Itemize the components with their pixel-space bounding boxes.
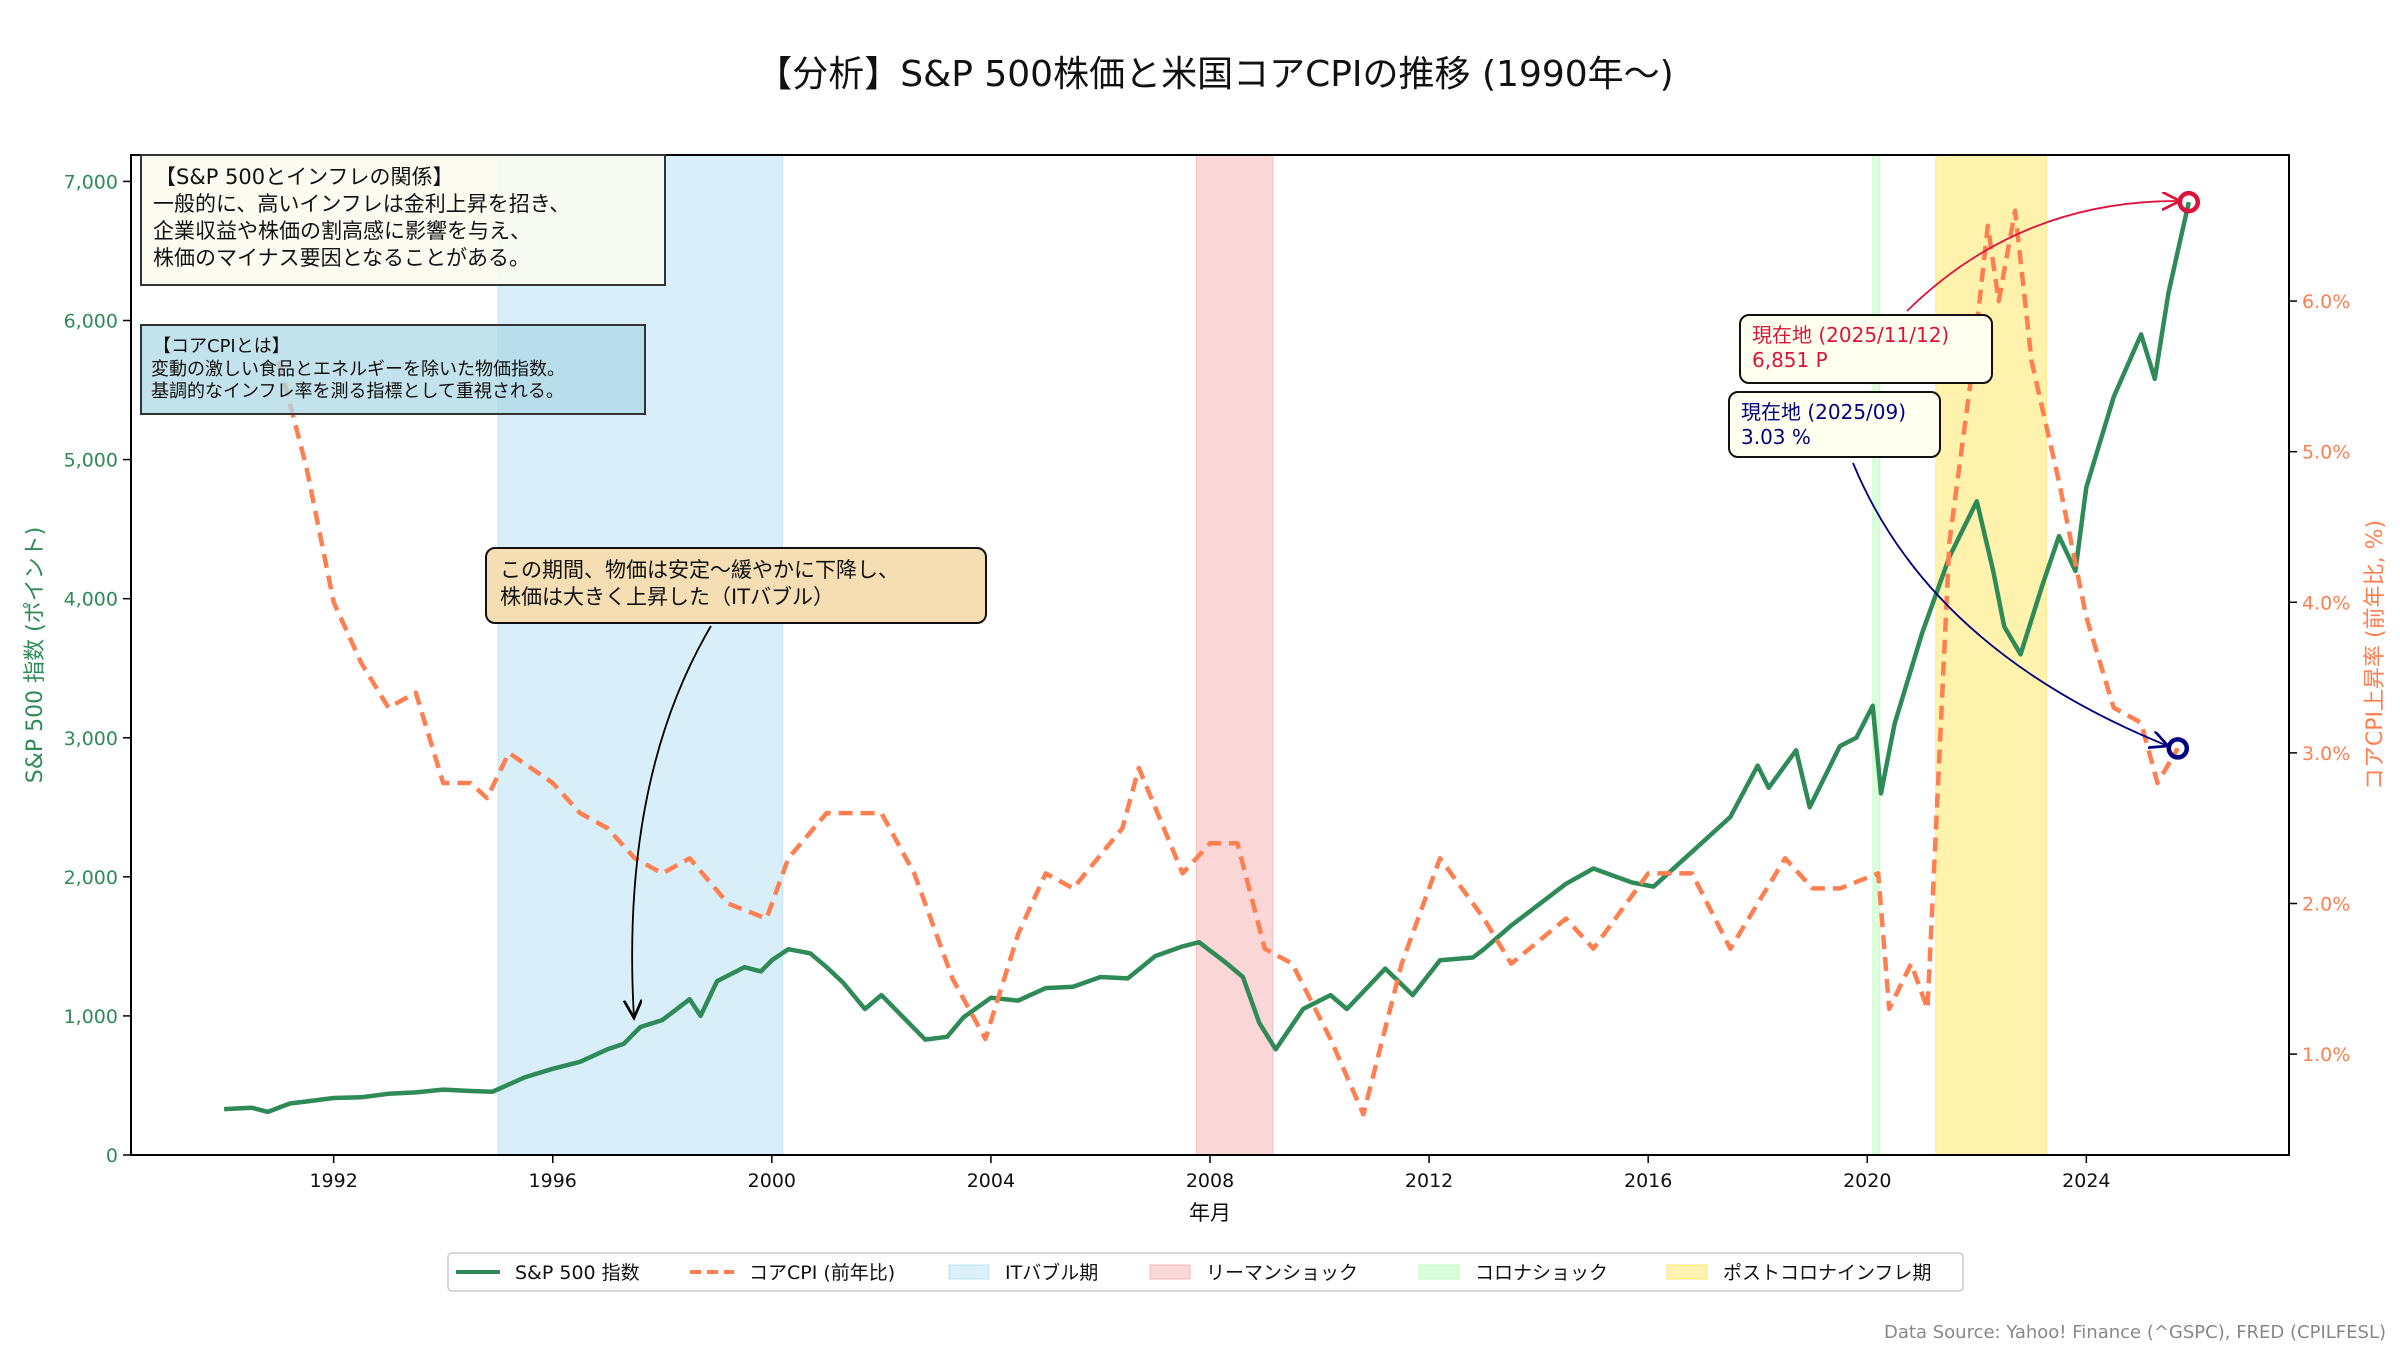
y-right-tick-label: 2.0% [2302, 893, 2350, 915]
sp-current-note-line: 現在地 (2025/11/12) [1752, 323, 1949, 347]
x-tick-label: 2012 [1405, 1170, 1453, 1192]
cpi-current-note: 現在地 (2025/09) 3.03 % [1728, 391, 2168, 746]
core-cpi-note: 【コアCPIとは】 変動の激しい食品とエネルギーを除いた物価指数。 基調的なイン… [140, 324, 646, 415]
cpi-current-note-line: 現在地 (2025/09) [1741, 400, 1906, 424]
y-left-tick-label: 1,000 [64, 1006, 118, 1028]
y-axis-right-label: コアCPI上昇率 (前年比, %) [2363, 520, 2388, 790]
y-right-tick-label: 6.0% [2302, 291, 2350, 313]
cpi-current-note-line: 3.03 % [1741, 425, 1811, 449]
legend-label: S&P 500 指数 [515, 1262, 640, 1284]
y-left-tick-label: 7,000 [64, 171, 118, 193]
y-left-tick-label: 0 [106, 1145, 118, 1167]
x-axis-label: 年月 [1189, 1201, 1231, 1225]
chart-title: 【分析】S&P 500株価と米国コアCPIの推移 (1990年〜) [756, 54, 1673, 95]
core-cpi-note-line: 変動の激しい食品とエネルギーを除いた物価指数。 [151, 359, 565, 380]
relation-note-line: 株価のマイナス要因となることがある。 [153, 246, 530, 270]
x-axis: 1992 1996 2000 2004 2008 2012 2016 2020 2024 [309, 1155, 2111, 1192]
legend: S&P 500 指数 コアCPI (前年比) ITバブル期 リーマンショック コ… [447, 1252, 1964, 1292]
it-period-note: この期間、物価は安定〜緩やかに下降し、 株価は大きく上昇した（ITバブル） [485, 547, 987, 1018]
y-left-tick-label: 5,000 [64, 450, 118, 472]
it-period-arrow [632, 625, 712, 1018]
y-axis-left: 0 1,000 2,000 3,000 4,000 5,000 6,000 7,000 [64, 171, 131, 1167]
cpi-current-arrow [1852, 462, 2168, 746]
legend-label: コアCPI (前年比) [749, 1262, 895, 1284]
series-lines [223, 201, 2191, 1117]
x-tick-label: 1992 [309, 1170, 357, 1192]
x-tick-label: 2008 [1186, 1170, 1234, 1192]
legend-swatch-covid [1418, 1264, 1460, 1280]
legend-label: ITバブル期 [1005, 1261, 1098, 1284]
x-tick-label: 2004 [967, 1170, 1015, 1192]
shaded-periods [497, 155, 2047, 1155]
shade-covid-shock [1872, 155, 1881, 1155]
shade-it-bubble [497, 155, 784, 1155]
y-left-tick-label: 6,000 [64, 311, 118, 333]
y-left-tick-label: 2,000 [64, 867, 118, 889]
legend-label: コロナショック [1475, 1262, 1608, 1284]
y-left-tick-label: 3,000 [64, 728, 118, 750]
core-cpi-note-line: 基調的なインフレ率を測る指標として重視される。 [151, 381, 564, 402]
y-right-tick-label: 5.0% [2302, 442, 2350, 464]
sp-current-arrow [1906, 201, 2180, 312]
x-tick-label: 2000 [748, 1170, 796, 1192]
cpi-current-marker [2166, 737, 2190, 760]
x-tick-label: 2016 [1624, 1170, 1672, 1192]
sp-current-note-line: 6,851 P [1752, 348, 1828, 372]
sp-current-marker [2177, 190, 2201, 214]
shade-post-covid-inflation [1935, 155, 2047, 1155]
core-cpi-line [276, 208, 2180, 1117]
legend-swatch-it [948, 1264, 990, 1280]
x-tick-label: 2024 [2062, 1170, 2110, 1192]
sp-current-note: 現在地 (2025/11/12) 6,851 P [1739, 201, 2180, 384]
relation-note-line: 企業収益や株価の割高感に影響を与え、 [153, 219, 531, 243]
relation-note: 【S&P 500とインフレの関係】 一般的に、高いインフレは金利上昇を招き、 企… [140, 154, 666, 286]
it-period-note-line: この期間、物価は安定〜緩やかに下降し、 [500, 558, 899, 582]
shade-lehman-shock [1195, 155, 1274, 1155]
legend-label: ポストコロナインフレ期 [1723, 1262, 1931, 1284]
legend-swatch-lehman [1149, 1264, 1191, 1280]
y-left-tick-label: 4,000 [64, 589, 118, 611]
relation-note-line: 一般的に、高いインフレは金利上昇を招き、 [153, 192, 570, 216]
x-tick-label: 2020 [1843, 1170, 1891, 1192]
x-tick-label: 1996 [529, 1170, 577, 1192]
it-period-note-line: 株価は大きく上昇した（ITバブル） [500, 585, 834, 609]
y-right-tick-label: 3.0% [2302, 743, 2350, 765]
core-cpi-note-line: 【コアCPIとは】 [153, 336, 290, 357]
sp500-line [223, 201, 2191, 1115]
y-right-tick-label: 4.0% [2302, 592, 2350, 614]
y-right-tick-label: 1.0% [2302, 1044, 2350, 1066]
y-axis-right: 1.0% 2.0% 3.0% 4.0% 5.0% 6.0% [2289, 291, 2350, 1066]
y-axis-left-label: S&P 500 指数 (ポイント) [23, 527, 48, 784]
legend-swatch-post [1666, 1264, 1708, 1280]
legend-label: リーマンショック [1206, 1262, 1358, 1284]
relation-note-line: 【S&P 500とインフレの関係】 [155, 165, 454, 189]
data-source: Data Source: Yahoo! Finance (^GSPC), FRE… [1884, 1322, 2386, 1343]
